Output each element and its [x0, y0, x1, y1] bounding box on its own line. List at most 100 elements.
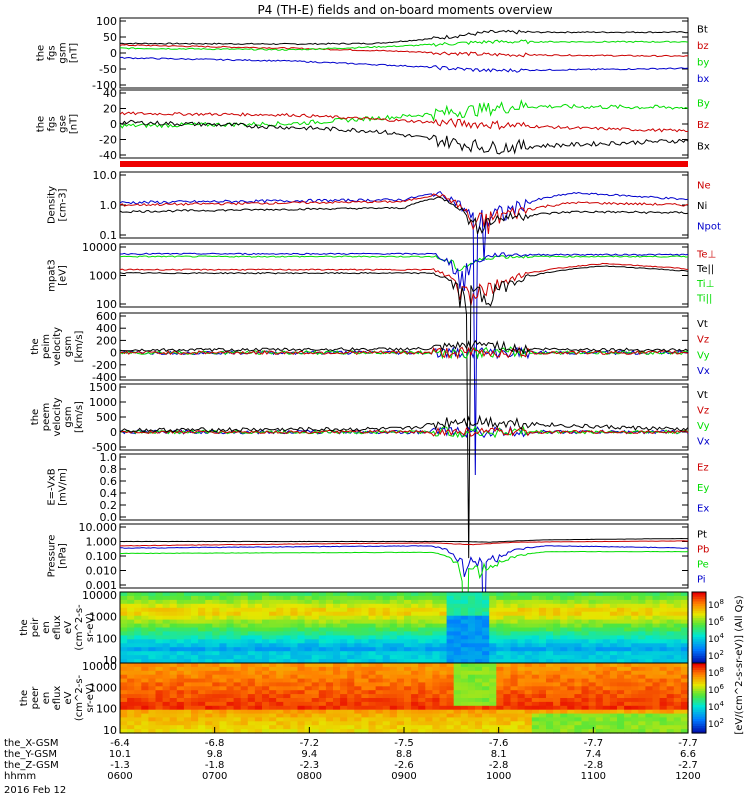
spectrogram-cell — [638, 643, 646, 648]
spectrogram-cell — [510, 627, 519, 632]
spectrogram-cell — [347, 721, 355, 726]
x-axis-row-label: the_Z-GSM — [4, 760, 59, 771]
spectrogram-cell — [389, 651, 398, 656]
spectrogram-cell — [482, 615, 490, 621]
spectrogram-cell — [595, 607, 604, 613]
spectrogram-cell — [411, 635, 419, 640]
spectrogram-cell — [198, 674, 206, 680]
spectrogram-cell — [446, 690, 455, 695]
spectrogram-cell — [574, 666, 583, 672]
spectrogram-cell — [538, 698, 547, 703]
spectrogram-cell — [673, 725, 682, 730]
spectrogram-cell — [333, 647, 341, 652]
spectrogram-cell — [176, 607, 185, 613]
colorbar-cell — [692, 677, 706, 680]
colorbar-tick-exponent: 6 — [719, 683, 724, 691]
spectrogram-cell — [553, 690, 561, 695]
spectrogram-cell — [361, 686, 370, 691]
spectrogram-cell — [247, 686, 256, 691]
spectrogram-cell — [283, 663, 291, 668]
spectrogram-cell — [631, 627, 639, 632]
spectrogram-cell — [680, 721, 689, 726]
spectrogram-cell — [503, 713, 512, 719]
spectrogram-cell — [183, 725, 192, 730]
spectrogram-cell — [290, 592, 299, 597]
spectrogram-cell — [134, 717, 142, 722]
x-tick-label: -2.6 — [394, 760, 414, 771]
spectrogram-cell — [460, 729, 469, 734]
spectrogram-cell — [531, 599, 540, 605]
spectrogram-cell — [290, 663, 299, 668]
spectrogram-cell — [404, 635, 412, 640]
spectrogram-cell — [205, 592, 213, 597]
spectrogram-cell — [531, 607, 540, 613]
spectrogram-cell — [666, 717, 675, 722]
spectrogram-cell — [191, 635, 199, 640]
spectrogram-cell — [524, 698, 533, 703]
spectrogram-cell — [638, 595, 646, 601]
spectrogram-cell — [368, 682, 377, 687]
spectrogram-cell — [652, 647, 661, 652]
spectrogram-cell — [581, 643, 590, 648]
spectrogram-cell — [595, 595, 604, 601]
spectrogram-cell — [283, 647, 291, 652]
spectrogram-cell — [609, 647, 618, 652]
spectrogram-cell — [127, 603, 135, 609]
spectrogram-cell — [325, 595, 334, 601]
spectrogram-cell — [581, 674, 590, 680]
spectrogram-cell — [375, 709, 384, 715]
spectrogram-cell — [198, 623, 206, 629]
y-axis-label: thepeerenefluxeV(cm^2-s-sr-eV) — [19, 674, 96, 721]
spectrogram-cell — [510, 655, 519, 660]
spectrogram-cell — [489, 713, 497, 719]
colorbar-cell — [692, 674, 706, 678]
spectrogram-cell — [588, 725, 597, 730]
spectrogram-cell — [269, 686, 277, 691]
spectrogram-cell — [340, 682, 348, 687]
spectrogram-cell — [546, 663, 554, 668]
x-tick-label: -2.7 — [678, 760, 698, 771]
trace-Ti — [119, 254, 689, 272]
spectrogram-cell — [240, 698, 249, 703]
spectrogram-cell — [467, 639, 476, 644]
spectrogram-cell — [240, 709, 249, 715]
spectrogram-cell — [176, 709, 185, 715]
spectrogram-cell — [396, 709, 405, 715]
spectrogram-cell — [254, 592, 263, 597]
spectrogram-cell — [141, 615, 149, 621]
spectrogram-cell — [141, 611, 149, 617]
spectrogram-cell — [496, 595, 504, 601]
spectrogram-cell — [219, 721, 228, 726]
spectrogram-cell — [198, 639, 206, 644]
panel-frame — [119, 171, 689, 239]
spectrogram-cell — [666, 655, 675, 660]
spectrogram-cell — [624, 635, 632, 640]
spectrogram-cell — [460, 607, 469, 613]
spectrogram-cell — [617, 607, 625, 613]
spectrogram-cell — [233, 635, 242, 640]
spectrogram-cell — [645, 678, 654, 684]
colorbar-cell — [692, 670, 706, 673]
spectrogram-cell — [297, 705, 306, 711]
spectrogram-cell — [652, 674, 661, 680]
spectrogram-cell — [531, 651, 540, 656]
spectrogram-cell — [375, 725, 384, 730]
spectrogram-cell — [659, 690, 668, 695]
spectrogram-cell — [262, 635, 270, 640]
spectrogram-cell — [631, 643, 639, 648]
spectrogram-cell — [680, 639, 689, 644]
y-tick-label: 100 — [96, 298, 117, 311]
spectrogram-cell — [325, 717, 334, 722]
spectrogram-cell — [304, 729, 313, 734]
spectrogram-cell — [269, 663, 277, 668]
spectrogram-cell — [581, 686, 590, 691]
spectrogram-cell — [418, 615, 426, 621]
y-axis-label-line: peer — [30, 686, 41, 710]
spectrogram-cell — [318, 666, 327, 672]
spectrogram-cell — [425, 698, 433, 703]
spectrogram-cell — [304, 674, 313, 680]
spectrogram-cell — [489, 627, 497, 632]
spectrogram-cell — [155, 592, 164, 597]
spectrogram-cell — [120, 705, 128, 711]
spectrogram-cell — [283, 713, 291, 719]
